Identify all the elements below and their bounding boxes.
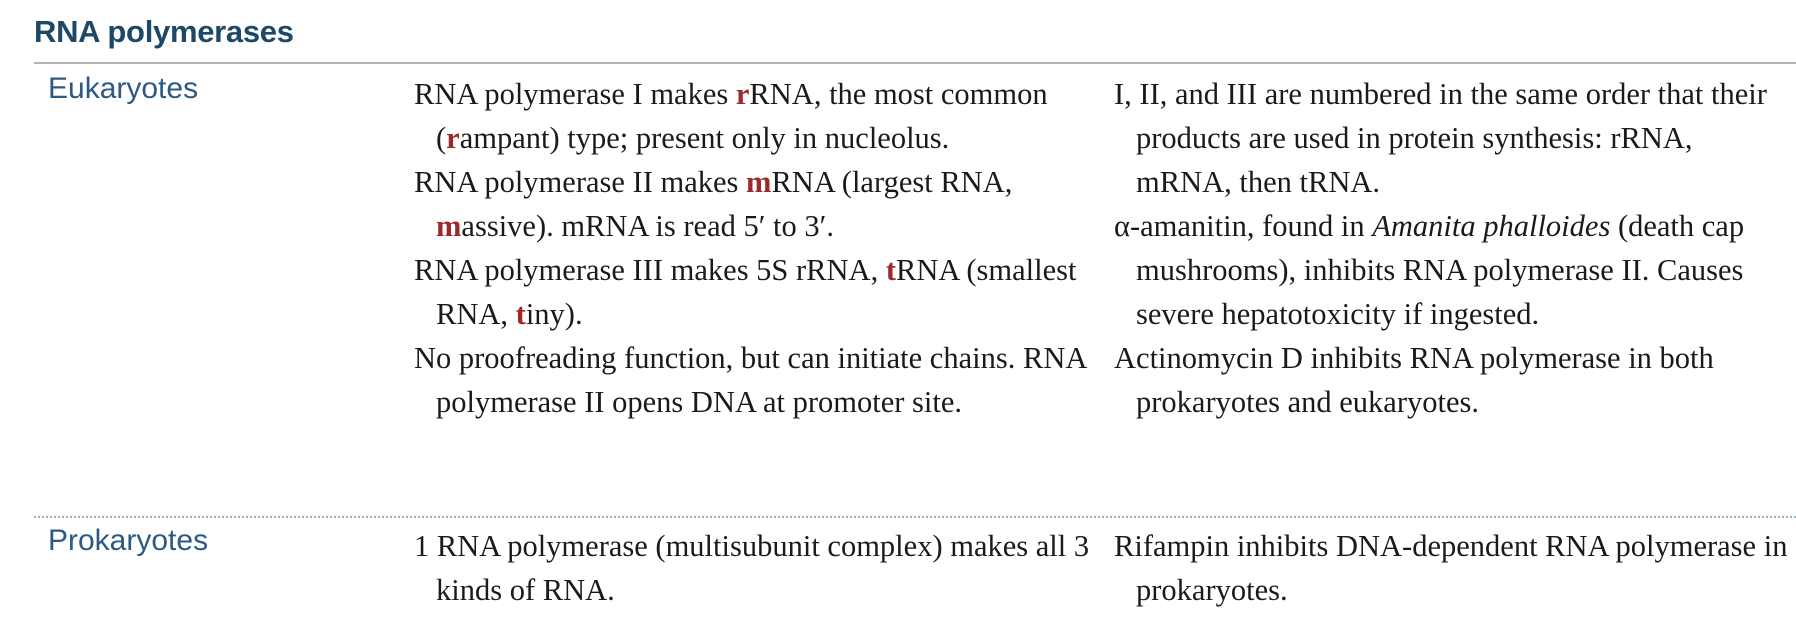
prokaryotes-notes: Rifampin inhibits DNA-dependent RNA poly… (1114, 524, 1794, 612)
prokaryotes-description: 1 RNA polymerase (multisubunit complex) … (414, 524, 1094, 612)
eukaryotes-description: RNA polymerase I makes rRNA, the most co… (414, 72, 1094, 424)
paragraph-numbering: I, II, and III are numbered in the same … (1114, 77, 1767, 199)
eukaryotes-notes: I, II, and III are numbered in the same … (1114, 72, 1794, 424)
paragraph-rifampin: Rifampin inhibits DNA-dependent RNA poly… (1114, 529, 1788, 607)
paragraph-pol-i: RNA polymerase I makes rRNA, the most co… (414, 77, 1048, 155)
paragraph-pol-ii: RNA polymerase II makes mRNA (largest RN… (414, 165, 1013, 243)
paragraph-amanitin: α-amanitin, found in Amanita phalloides … (1114, 209, 1745, 331)
page-title: RNA polymerases (34, 14, 294, 49)
title-rule (34, 62, 1796, 64)
row-label-eukaryotes: Eukaryotes (48, 72, 199, 105)
paragraph-actinomycin: Actinomycin D inhibits RNA polymerase in… (1114, 341, 1714, 419)
row-divider (34, 516, 1796, 518)
row-label-prokaryotes: Prokaryotes (48, 524, 209, 557)
paragraph-proofreading: No proofreading function, but can initia… (414, 341, 1086, 419)
paragraph-prokaryote-pol: 1 RNA polymerase (multisubunit complex) … (414, 529, 1090, 607)
paragraph-pol-iii: RNA polymerase III makes 5S rRNA, tRNA (… (414, 253, 1077, 331)
